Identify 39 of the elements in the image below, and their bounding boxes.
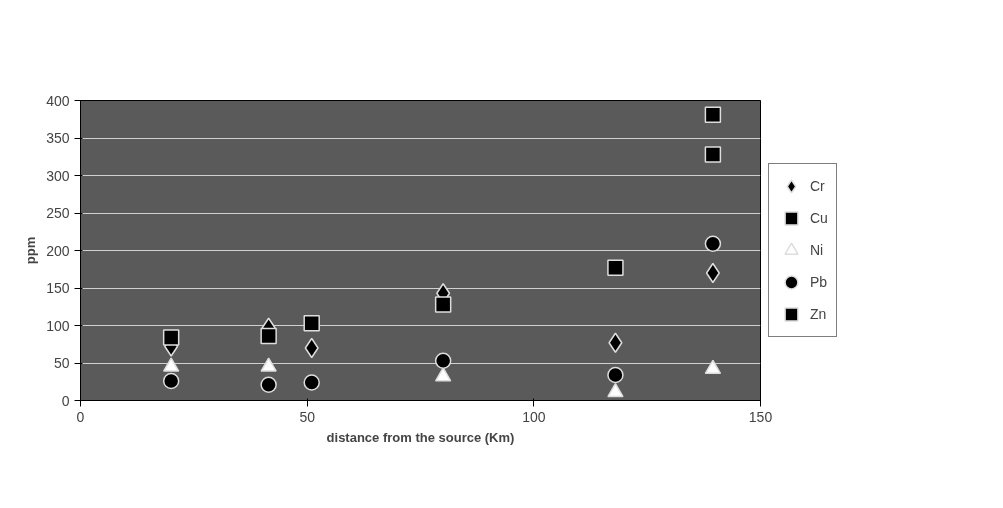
point: [608, 332, 623, 353]
point: [260, 376, 277, 393]
legend-label: Pb: [810, 274, 829, 290]
point: [162, 329, 180, 346]
legend-label: Zn: [810, 306, 828, 322]
point: [303, 374, 320, 391]
point: [704, 359, 722, 375]
y-tick-label: 50: [53, 355, 70, 371]
y-tick-label: 250: [46, 205, 70, 221]
y-tick-label: 0: [61, 392, 70, 409]
point: [303, 315, 320, 332]
legend-label: Cu: [810, 210, 829, 226]
point: [260, 327, 277, 345]
legend-label: Ni: [810, 242, 825, 258]
y-axis-title: ppm: [23, 236, 39, 265]
x-tick-label: 100: [522, 408, 546, 425]
point: [704, 235, 722, 252]
x-tick-label: 150: [748, 408, 773, 425]
y-tick-label: 350: [46, 130, 70, 146]
point: [434, 367, 452, 382]
point: [260, 357, 277, 372]
x-tick-label: 50: [299, 408, 316, 425]
point: [434, 296, 452, 313]
x-axis-title: distance from the source (Km): [326, 429, 515, 445]
point: [607, 382, 624, 398]
point: [434, 352, 452, 369]
point: [162, 357, 180, 372]
y-tick-label: 100: [46, 317, 70, 334]
point: [607, 366, 624, 384]
y-tick-label: 300: [46, 167, 70, 184]
x-tick-label: 0: [76, 408, 85, 425]
legend-label: Cr: [810, 178, 826, 194]
point: [704, 146, 722, 163]
y-tick-label: 200: [46, 242, 70, 259]
point: [162, 372, 180, 390]
y-tick-label: 400: [46, 92, 70, 109]
point: [607, 259, 624, 276]
y-tick-label: 150: [46, 280, 70, 296]
point: [704, 106, 722, 123]
